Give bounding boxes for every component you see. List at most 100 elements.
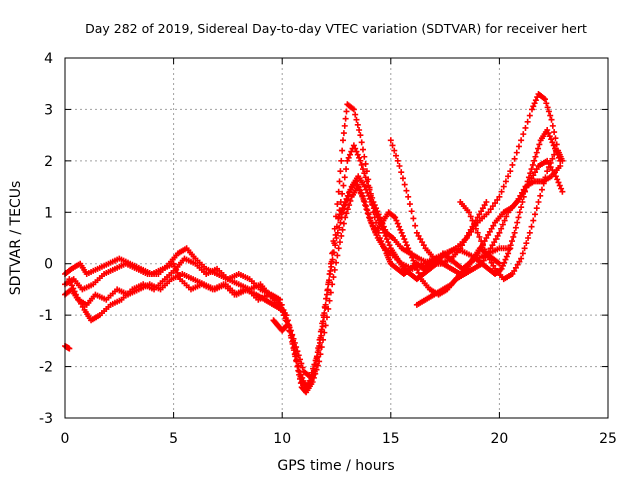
data-point [487,206,494,213]
data-point [487,245,494,252]
data-point [542,174,549,181]
data-point [505,173,512,180]
data-point [516,258,523,265]
data-point [559,188,566,195]
data-point [310,365,317,372]
data-point [490,262,497,269]
data-point [312,357,319,364]
data-point [376,235,383,241]
data-point [494,232,501,239]
data-point [326,271,333,277]
data-point [365,176,372,183]
data-point [408,208,415,215]
data-point [66,276,73,283]
data-point [533,205,540,212]
data-point [399,175,406,182]
data-point [323,295,330,302]
data-point [519,250,526,257]
data-point [511,155,518,162]
data-point [344,157,351,164]
data-point [555,179,562,186]
data-point [551,170,558,177]
data-point [406,248,413,255]
data-point [556,182,563,189]
data-point [540,180,547,187]
data-point [370,205,377,212]
data-point [535,199,542,205]
data-point [522,124,529,131]
data-point [530,103,537,110]
data-point [527,170,534,177]
data-point [289,331,296,338]
data-point [538,186,545,193]
data-point [512,224,519,231]
data-point [364,189,371,196]
data-point [521,187,528,194]
data-point [537,192,544,199]
data-point [359,193,366,200]
data-point [509,161,516,168]
data-point [274,296,281,303]
data-point [299,364,306,371]
data-point [68,282,75,289]
data-point [364,210,371,217]
data-point [498,188,505,195]
data-point [476,211,483,218]
data-point [521,245,528,252]
data-point [300,377,307,384]
data-point [518,137,525,144]
data-point [72,291,79,298]
data-point [491,239,498,246]
data-point [496,193,503,200]
data-point [70,285,77,292]
data-point [366,214,373,221]
data-point [74,294,81,301]
data-point [358,190,365,197]
data-point [536,141,543,148]
data-point [295,362,302,369]
data-point [325,305,332,312]
data-point [413,229,420,236]
y-tick-label: 3 [44,102,53,118]
data-point [362,202,369,209]
data-point [496,229,503,236]
data-point [483,235,490,241]
data-point [415,232,422,239]
y-tick-label: 0 [44,257,53,273]
plot-border [64,57,609,419]
data-point [374,214,381,221]
data-point [350,106,357,113]
data-point [315,345,322,352]
data-point [369,202,376,209]
data-point [412,263,419,270]
data-point [492,236,499,243]
data-point [277,302,284,309]
data-point [492,200,499,207]
data-point [307,373,314,380]
data-point [552,147,559,154]
data-point [528,106,535,113]
data-point [419,239,426,246]
data-point [533,166,540,173]
data-point [337,168,344,175]
data-point [532,169,539,176]
data-point [357,157,364,164]
data-point [557,157,564,164]
data-point [320,312,327,319]
data-point [463,235,470,241]
data-point [297,371,304,378]
data-point [342,199,349,205]
data-point [518,255,525,262]
data-points [62,91,566,396]
data-point [548,136,555,143]
data-point [346,151,353,158]
data-point [366,195,373,202]
data-point [401,236,408,243]
data-point [405,193,412,200]
data-point [353,148,360,155]
data-point [78,300,85,307]
data-point [339,190,346,197]
data-point [471,221,478,228]
data-point [322,322,329,329]
data-point [335,245,342,252]
